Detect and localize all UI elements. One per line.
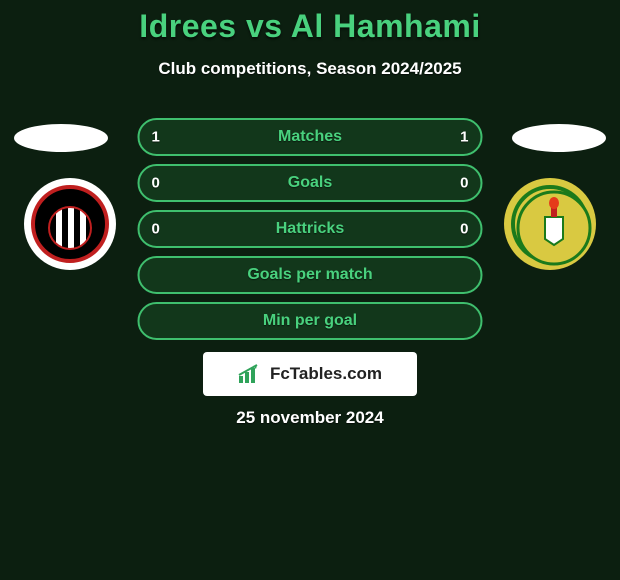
player-left-marker <box>14 124 108 152</box>
stat-row: Min per goal <box>138 302 483 340</box>
stat-label: Matches <box>278 128 342 146</box>
comparison-infographic: Idrees vs Al Hamhami Club competitions, … <box>0 0 620 580</box>
date-label: 25 november 2024 <box>0 408 620 428</box>
stat-right-value: 0 <box>409 175 469 192</box>
stat-label: Hattricks <box>276 220 344 238</box>
stripes-icon <box>48 206 92 250</box>
stat-right-value: 0 <box>409 221 469 238</box>
stat-row: 0 Hattricks 0 <box>138 210 483 248</box>
source-logo-text: FcTables.com <box>270 364 382 384</box>
subtitle: Club competitions, Season 2024/2025 <box>0 59 620 79</box>
stats-table: 1 Matches 1 0 Goals 0 0 Hattricks 0 Goal… <box>138 118 483 348</box>
stat-label: Goals <box>288 174 332 192</box>
club-logo-left-inner <box>31 185 109 263</box>
stat-left-value: 0 <box>152 175 212 192</box>
stat-left-value: 1 <box>152 129 212 146</box>
bars-icon <box>238 364 264 384</box>
club-logo-right <box>504 178 596 270</box>
stat-row: Goals per match <box>138 256 483 294</box>
stat-right-value: 1 <box>409 129 469 146</box>
source-logo: FcTables.com <box>203 352 417 396</box>
page-title: Idrees vs Al Hamhami <box>0 0 620 45</box>
club-logo-right-inner <box>511 185 589 263</box>
club-logo-left <box>24 178 116 270</box>
stat-label: Min per goal <box>263 312 357 330</box>
stat-row: 0 Goals 0 <box>138 164 483 202</box>
stat-row: 1 Matches 1 <box>138 118 483 156</box>
player-right-marker <box>512 124 606 152</box>
torch-shield-icon <box>515 189 593 267</box>
stat-label: Goals per match <box>247 266 372 284</box>
stat-left-value: 0 <box>152 221 212 238</box>
